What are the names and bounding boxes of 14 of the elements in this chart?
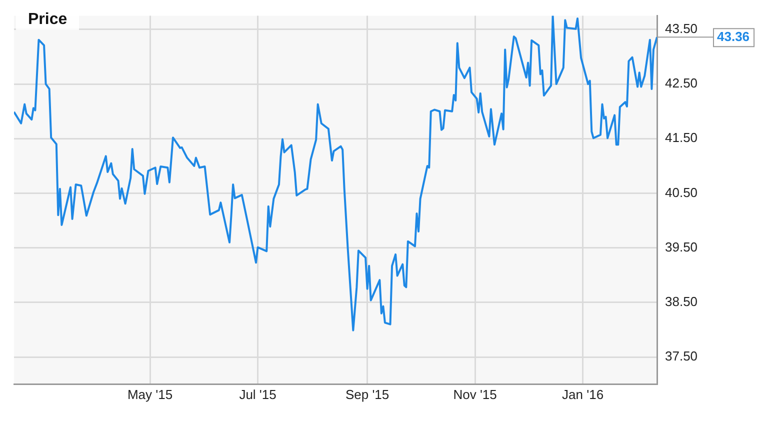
y-tick-label: 43.50 — [665, 21, 698, 36]
annotation: 43.36 — [717, 29, 750, 44]
x-tick-label: Jan '16 — [562, 386, 604, 402]
y-tick-label: 39.50 — [665, 239, 698, 254]
x-tick-label: May '15 — [127, 386, 173, 402]
y-tick-label: 40.50 — [665, 184, 698, 200]
x-tick-label: Sep '15 — [345, 386, 390, 402]
x-tick-label: Nov '15 — [453, 386, 497, 402]
chart-title: Price — [16, 10, 80, 30]
x-tick-label: Jul '15 — [239, 386, 276, 402]
y-tick-label: 41.50 — [665, 130, 698, 146]
y-tick-label: 42.50 — [665, 76, 698, 91]
y-tick-label: 37.50 — [665, 348, 698, 364]
y-tick-label: 38.50 — [665, 294, 698, 310]
